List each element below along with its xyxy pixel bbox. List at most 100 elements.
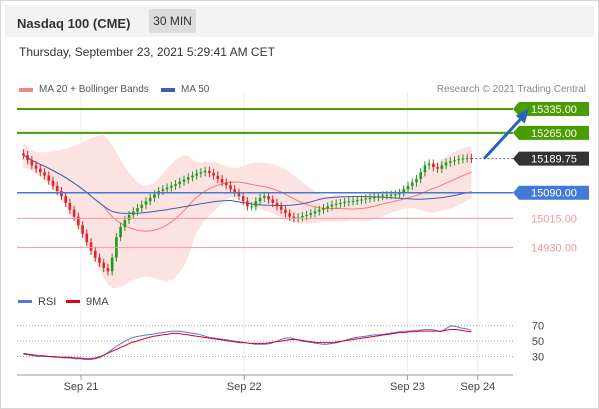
candle-body <box>191 175 194 178</box>
candle-body <box>174 184 177 186</box>
candle-body <box>39 168 42 173</box>
candle-body <box>229 185 232 190</box>
candle-body <box>186 177 190 180</box>
candle-body <box>119 226 122 238</box>
candle-body <box>368 197 372 199</box>
candle-body <box>34 165 38 169</box>
timeframe-button[interactable]: 30 MIN <box>149 9 196 33</box>
candle-body <box>406 185 410 190</box>
candle-body <box>72 209 76 217</box>
candle-body <box>131 211 135 215</box>
candle-body <box>98 257 101 263</box>
candle-body <box>436 167 439 169</box>
candle-body <box>123 220 127 227</box>
rsi-tick-label: 30 <box>532 351 544 363</box>
candle-body <box>288 213 291 217</box>
level-price-label: 15265.00 <box>531 128 577 140</box>
candle-body <box>364 198 368 200</box>
candle-body <box>275 202 279 207</box>
candle-body <box>461 158 465 160</box>
candle-body <box>182 179 186 182</box>
rsi-ma-line <box>23 329 472 360</box>
x-axis-tick-label: Sep 22 <box>227 381 262 393</box>
candle-body <box>68 202 72 210</box>
candle-body <box>292 216 296 219</box>
candle-body <box>233 189 237 193</box>
level-price-label: 15335.00 <box>531 104 577 116</box>
legend-swatch-rsi-ma <box>66 300 80 303</box>
candle-body <box>47 175 51 181</box>
candle-body <box>465 157 469 159</box>
candle-body <box>267 196 270 200</box>
candle-body <box>271 199 275 203</box>
level-price-label: 15189.75 <box>531 154 577 166</box>
candle-body <box>448 161 452 163</box>
candle-body <box>55 185 59 191</box>
candle-body <box>43 172 46 176</box>
candle-body <box>309 213 313 215</box>
candle-body <box>254 201 258 207</box>
candle-body <box>385 195 389 197</box>
legend-swatch-ma50 <box>161 87 175 92</box>
candle-body <box>195 173 198 176</box>
candle-body <box>208 170 211 173</box>
candle-body <box>334 203 338 205</box>
legend-label-ma20: MA 20 + Bollinger Bands <box>39 84 149 95</box>
legend-swatch-rsi <box>18 300 32 303</box>
candle-body <box>140 204 144 209</box>
legend-ma20: MA 20 + Bollinger Bands <box>19 84 149 95</box>
candle-body <box>81 225 84 234</box>
candle-body <box>444 162 448 166</box>
legend-ma50: MA 50 <box>161 84 209 95</box>
candle-body <box>85 233 89 243</box>
candle-body <box>339 202 342 204</box>
candle-body <box>343 201 346 203</box>
candle-body <box>317 209 321 212</box>
candle-body <box>203 170 207 173</box>
candle-body <box>360 199 363 201</box>
candle-body <box>284 209 287 214</box>
candle-body <box>410 182 414 186</box>
candle-body <box>326 206 330 209</box>
candle-body <box>220 179 224 183</box>
candle-body <box>301 215 304 218</box>
candle-body <box>165 187 169 190</box>
level-tag <box>513 125 589 140</box>
candle-body <box>216 175 220 180</box>
candle-body <box>89 242 93 251</box>
level-price-label: 15015.00 <box>531 213 577 225</box>
candle-body <box>250 206 253 208</box>
rsi-tick-label: 50 <box>532 336 544 348</box>
level-price-label: 14930.00 <box>531 242 577 254</box>
candle-body <box>170 185 173 188</box>
candle-body <box>330 204 334 207</box>
candle-body <box>237 192 241 197</box>
rsi-tick-label: 70 <box>532 321 544 333</box>
candle-body <box>351 200 355 202</box>
candle-body <box>224 182 228 186</box>
candle-body <box>241 196 245 202</box>
candle-body <box>148 197 152 202</box>
chart-header: Nasdaq 100 (CME) 30 MIN <box>5 5 594 37</box>
chart-datetime: Thursday, September 23, 2021 5:29:41 AM … <box>19 45 275 59</box>
legend-swatch-ma20 <box>19 87 33 92</box>
candle-body <box>432 163 435 168</box>
candle-body <box>394 194 397 196</box>
level-tag <box>513 185 589 200</box>
candle-body <box>144 201 148 205</box>
level-price-label: 15090.00 <box>531 188 577 200</box>
legend-label-rsi: RSI <box>38 296 56 308</box>
candle-body <box>415 179 418 183</box>
projection-arrow-head <box>515 108 529 124</box>
candle-body <box>60 191 63 197</box>
candle-body <box>153 194 156 198</box>
candle-body <box>106 267 110 272</box>
candle-body <box>457 159 461 161</box>
instrument-title: Nasdaq 100 (CME) <box>17 16 131 31</box>
candle-body <box>246 201 249 207</box>
candle-body <box>26 155 29 161</box>
chart-credit: Research © 2021 Trading Central <box>436 84 586 95</box>
candle-body <box>212 172 215 176</box>
candle-body <box>347 201 351 203</box>
candle-body <box>377 196 380 198</box>
